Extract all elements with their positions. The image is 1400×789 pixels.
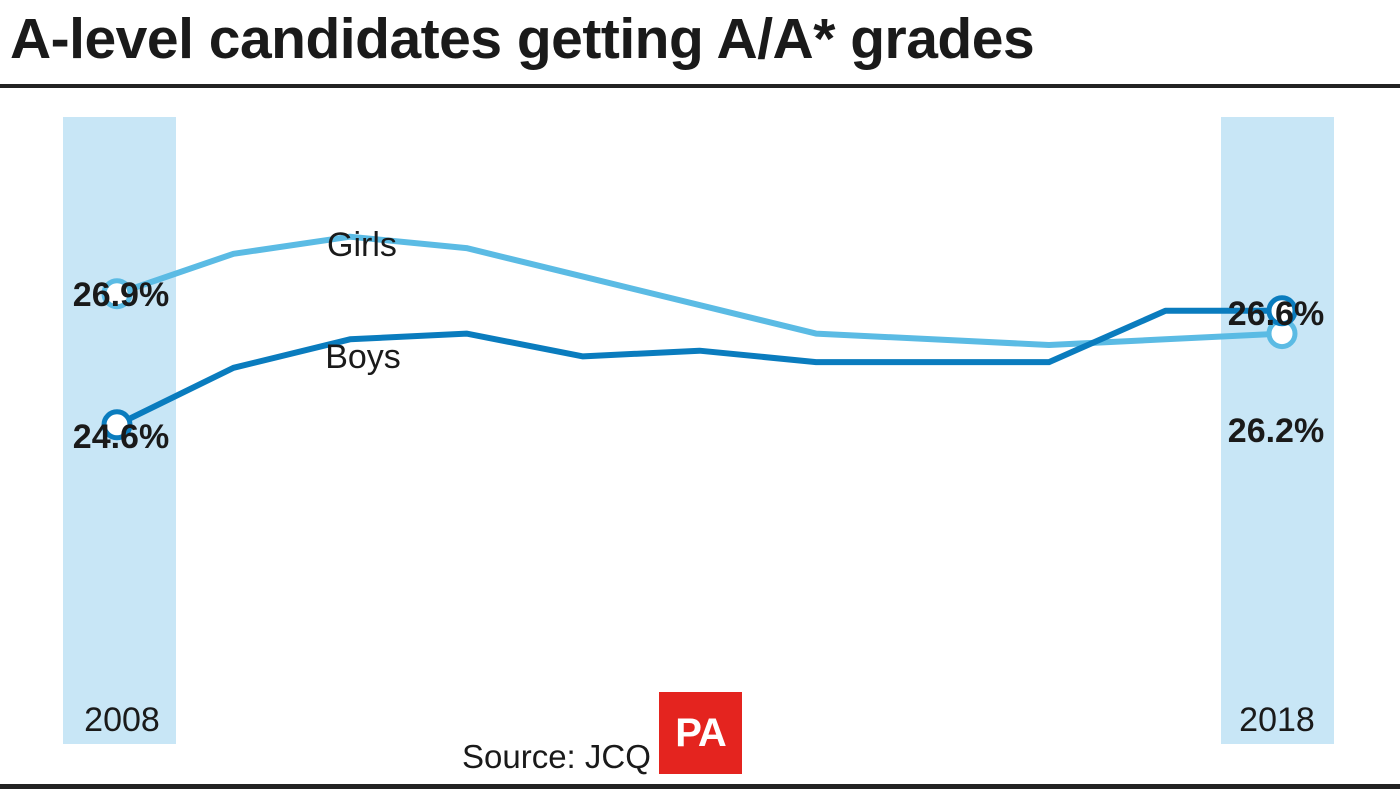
x-label-start: 2008 <box>84 701 160 739</box>
series-line-girls <box>116 233 1283 348</box>
endpoint-marker-boys-first <box>101 409 133 441</box>
endpoint-marker-girls-first <box>101 278 133 310</box>
data-label-girls-last: 26.2% <box>1228 412 1324 450</box>
x-label-end: 2018 <box>1239 701 1315 739</box>
source-note: Source: JCQ <box>462 738 651 775</box>
series-label-boys: Boys <box>325 338 401 376</box>
bottom-rule <box>0 784 1400 789</box>
endpoint-marker-boys-last <box>1266 295 1298 327</box>
series-label-girls: Girls <box>327 226 397 264</box>
highlight-band-end <box>1221 117 1334 744</box>
data-label-boys-first: 24.6% <box>73 418 169 456</box>
series-line-boys <box>115 307 1282 428</box>
pa-logo: PA <box>659 692 742 774</box>
chart-title: A-level candidates getting A/A* grades <box>10 7 1035 71</box>
data-label-boys-last: 26.6% <box>1228 295 1324 333</box>
data-label-girls-first: 26.9% <box>73 276 169 314</box>
top-rule <box>0 84 1400 88</box>
